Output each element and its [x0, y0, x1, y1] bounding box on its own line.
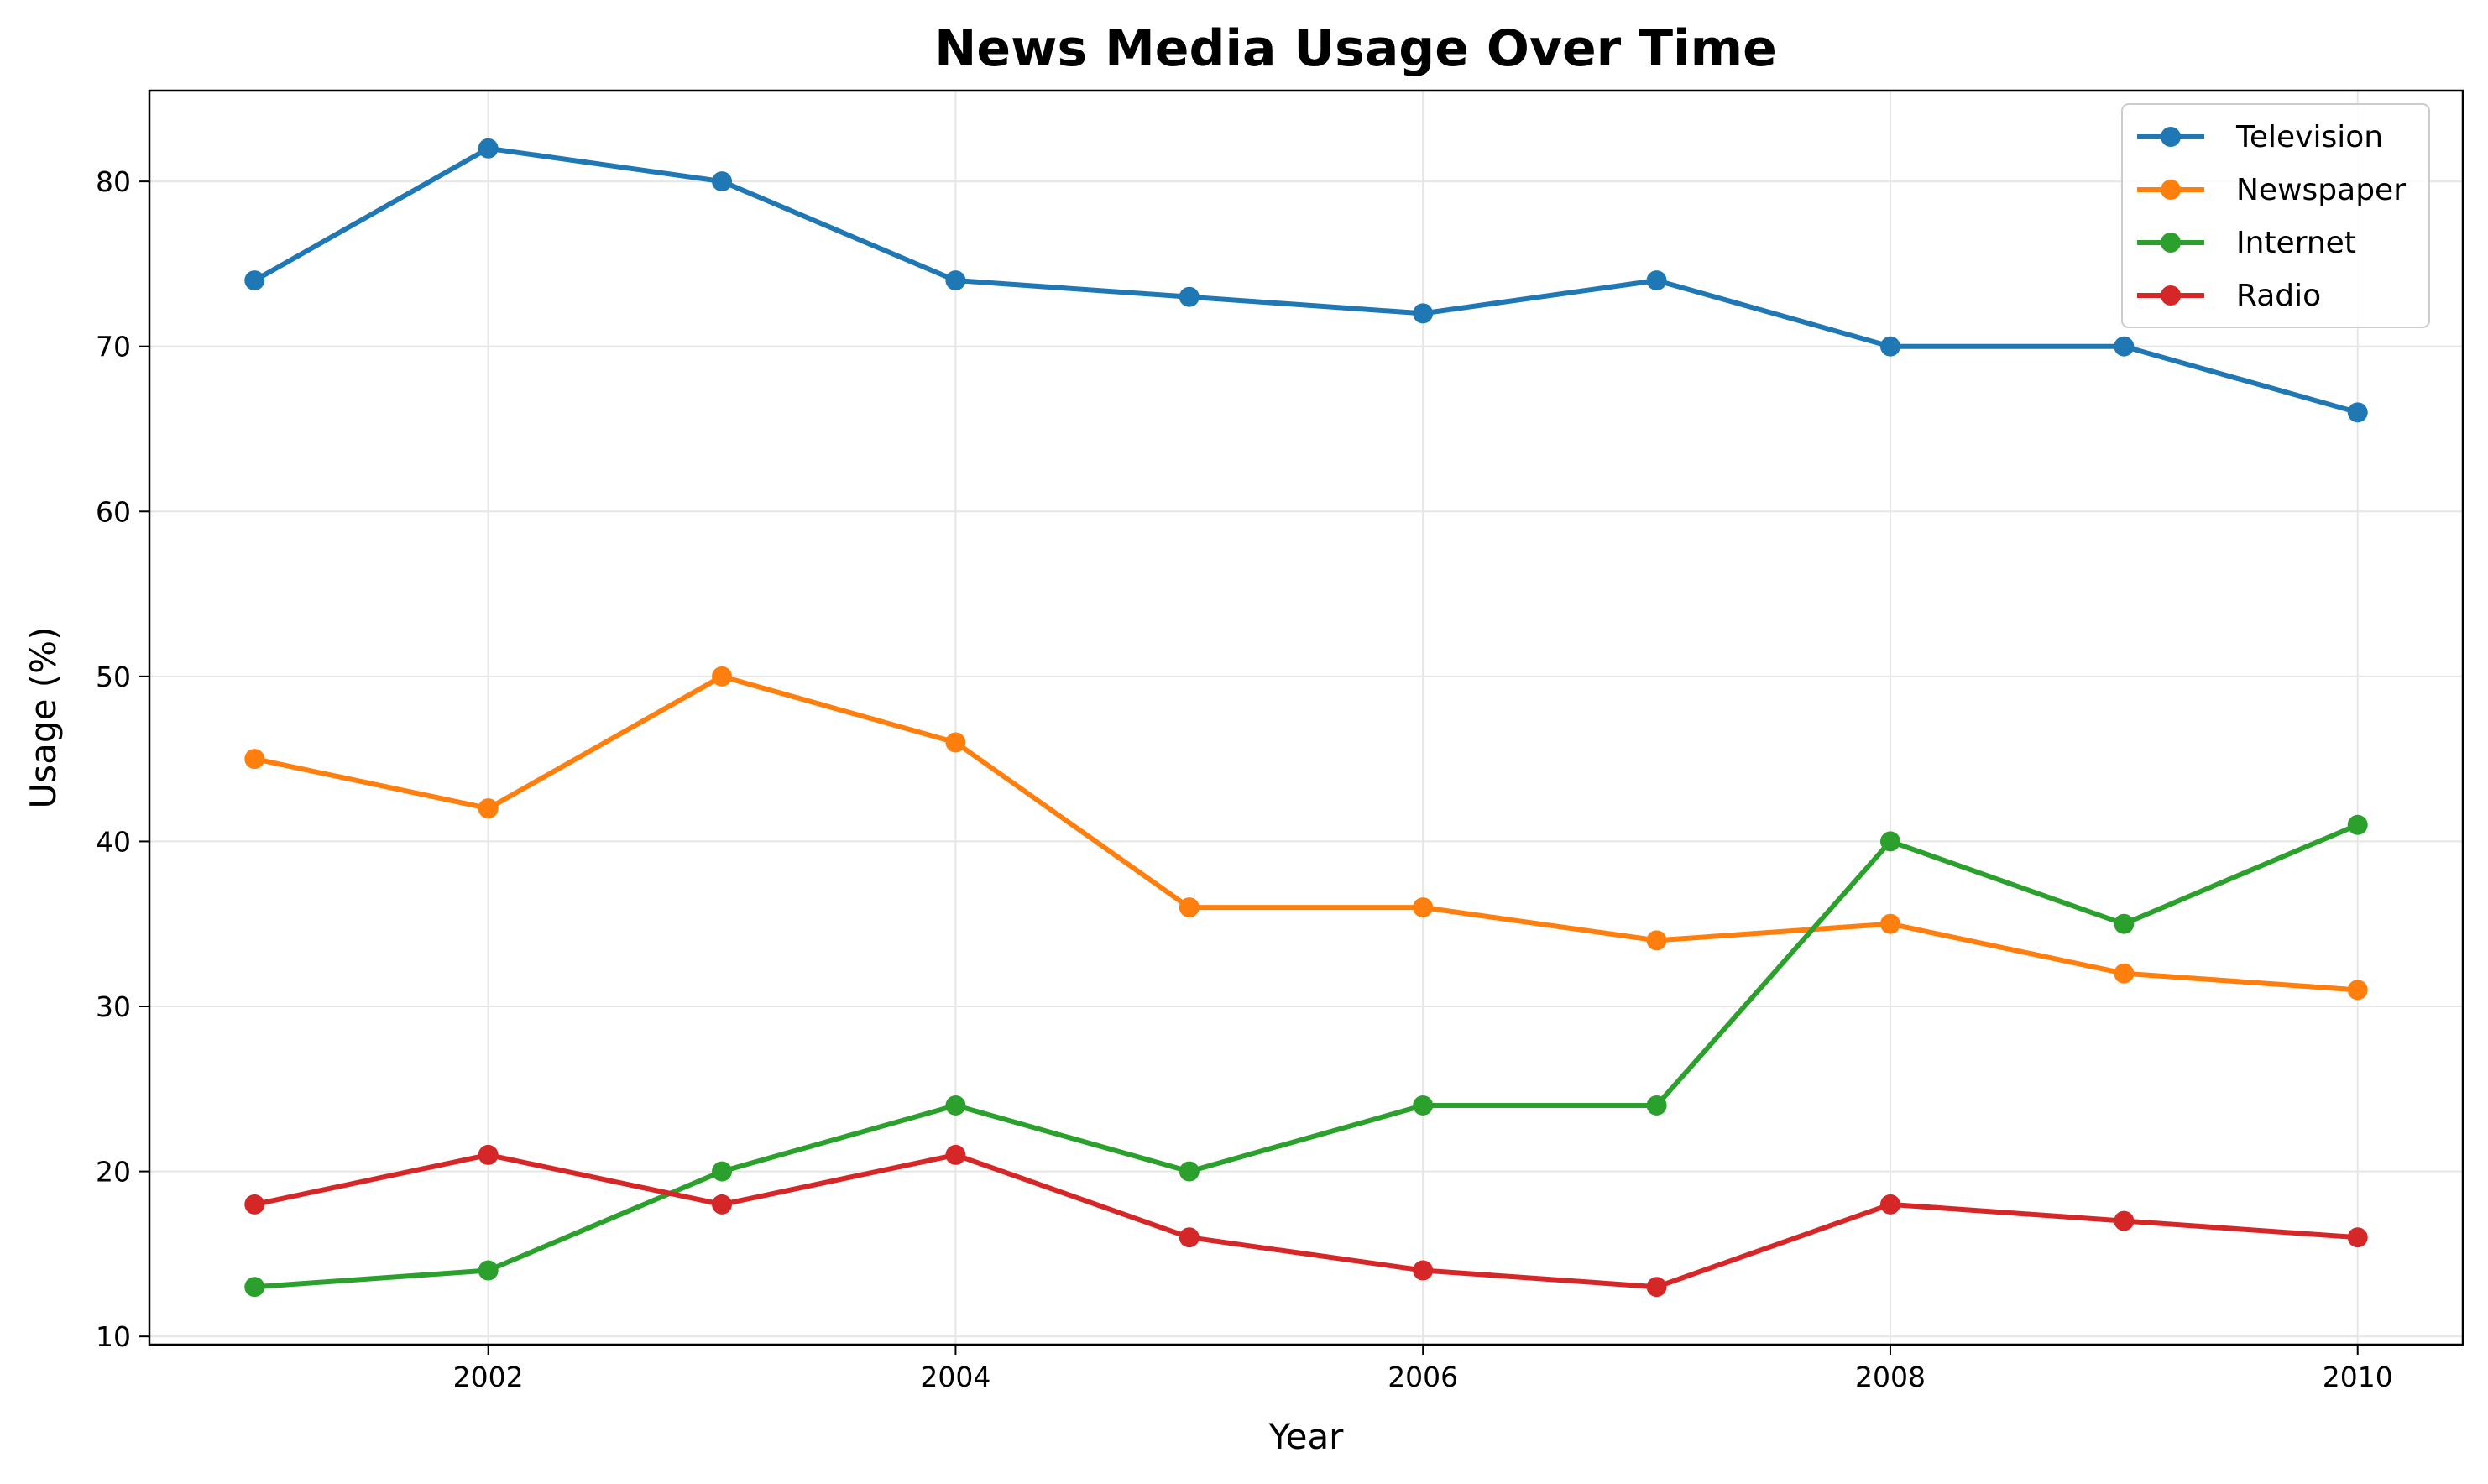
data-point-internet [2114, 913, 2135, 934]
series-line-newspaper [252, 673, 2360, 993]
data-point-newspaper [945, 732, 966, 753]
grid [149, 91, 2463, 1345]
legend-item-television: Television [2137, 120, 2383, 154]
x-axis: 2002 2004 2006 2008 2010 [453, 1345, 2393, 1393]
data-point-television [1179, 286, 1200, 307]
y-tick-label: 30 [96, 990, 131, 1023]
data-point-internet [478, 1260, 499, 1281]
legend-marker-newspaper [2161, 180, 2181, 200]
y-axis: 10 20 30 40 50 60 70 80 [96, 165, 149, 1353]
data-point-internet [1646, 1095, 1667, 1116]
legend-marker-television [2161, 127, 2181, 147]
legend-label-newspaper: Newspaper [2236, 173, 2406, 207]
data-point-television [1646, 270, 1667, 291]
data-point-radio [1646, 1277, 1667, 1298]
x-tick-label: 2002 [453, 1361, 524, 1393]
data-point-newspaper [2347, 980, 2368, 1001]
y-tick-label: 80 [96, 165, 131, 198]
data-point-radio [2347, 1227, 2368, 1248]
series-newspaper [244, 666, 2368, 1001]
x-axis-label: Year [1268, 1416, 1345, 1457]
legend-item-radio: Radio [2137, 279, 2321, 313]
legend-marker-internet [2161, 233, 2181, 253]
y-tick-label: 40 [96, 825, 131, 858]
data-point-television [945, 270, 966, 291]
x-tick-label: 2006 [1388, 1361, 1458, 1393]
data-point-internet [1179, 1161, 1200, 1182]
y-tick-label: 50 [96, 661, 131, 693]
data-point-radio [1179, 1227, 1200, 1248]
x-tick-label: 2004 [920, 1361, 990, 1393]
data-point-internet [2347, 814, 2368, 835]
legend-item-newspaper: Newspaper [2137, 173, 2406, 207]
legend-box [2121, 103, 2430, 328]
data-point-internet [1413, 1095, 1434, 1116]
data-point-internet [1879, 831, 1900, 852]
data-point-newspaper [244, 749, 265, 770]
data-point-newspaper [2114, 963, 2135, 984]
data-point-radio [244, 1194, 265, 1215]
legend-item-internet: Internet [2137, 226, 2356, 260]
legend-label-radio: Radio [2236, 279, 2321, 313]
data-point-internet [712, 1161, 733, 1182]
data-point-newspaper [478, 798, 499, 819]
series-internet [244, 814, 2368, 1298]
data-point-internet [945, 1095, 966, 1116]
series-line-radio [252, 1152, 2360, 1290]
data-point-television [1413, 303, 1434, 324]
series-line-internet [252, 822, 2360, 1290]
data-point-television [244, 270, 265, 291]
data-point-radio [1879, 1194, 1900, 1215]
x-tick-label: 2010 [2323, 1361, 2393, 1393]
series-line-television [252, 145, 2360, 415]
y-axis-label: Usage (%) [23, 627, 64, 809]
data-point-television [2114, 336, 2135, 357]
x-tick-label: 2008 [1855, 1361, 1926, 1393]
data-point-newspaper [1646, 930, 1667, 951]
data-point-television [478, 138, 499, 159]
plot-frame [148, 89, 2464, 1346]
legend-marker-radio [2161, 285, 2181, 306]
y-tick-label: 70 [96, 331, 131, 363]
series-television [244, 138, 2368, 423]
y-tick-label: 10 [96, 1320, 131, 1353]
chart-title: News Media Usage Over Time [934, 19, 1777, 78]
legend-label-internet: Internet [2236, 226, 2356, 260]
data-point-newspaper [1413, 897, 1434, 918]
data-point-newspaper [1879, 913, 1900, 934]
series-layer [244, 138, 2368, 1298]
data-point-newspaper [1179, 897, 1200, 918]
data-point-radio [1413, 1260, 1434, 1281]
series-radio [244, 1144, 2368, 1298]
data-point-internet [244, 1277, 265, 1298]
data-point-television [2347, 402, 2368, 423]
y-tick-label: 20 [96, 1156, 131, 1189]
data-point-radio [478, 1144, 499, 1165]
data-point-television [712, 171, 733, 192]
y-tick-label: 60 [96, 495, 131, 528]
legend-label-television: Television [2235, 120, 2383, 154]
data-point-radio [945, 1144, 966, 1165]
data-point-radio [712, 1194, 733, 1215]
data-point-television [1879, 336, 1900, 357]
data-point-radio [2114, 1210, 2135, 1231]
data-point-newspaper [712, 666, 733, 687]
legend: Television Newspaper Internet Radio [2121, 103, 2430, 328]
